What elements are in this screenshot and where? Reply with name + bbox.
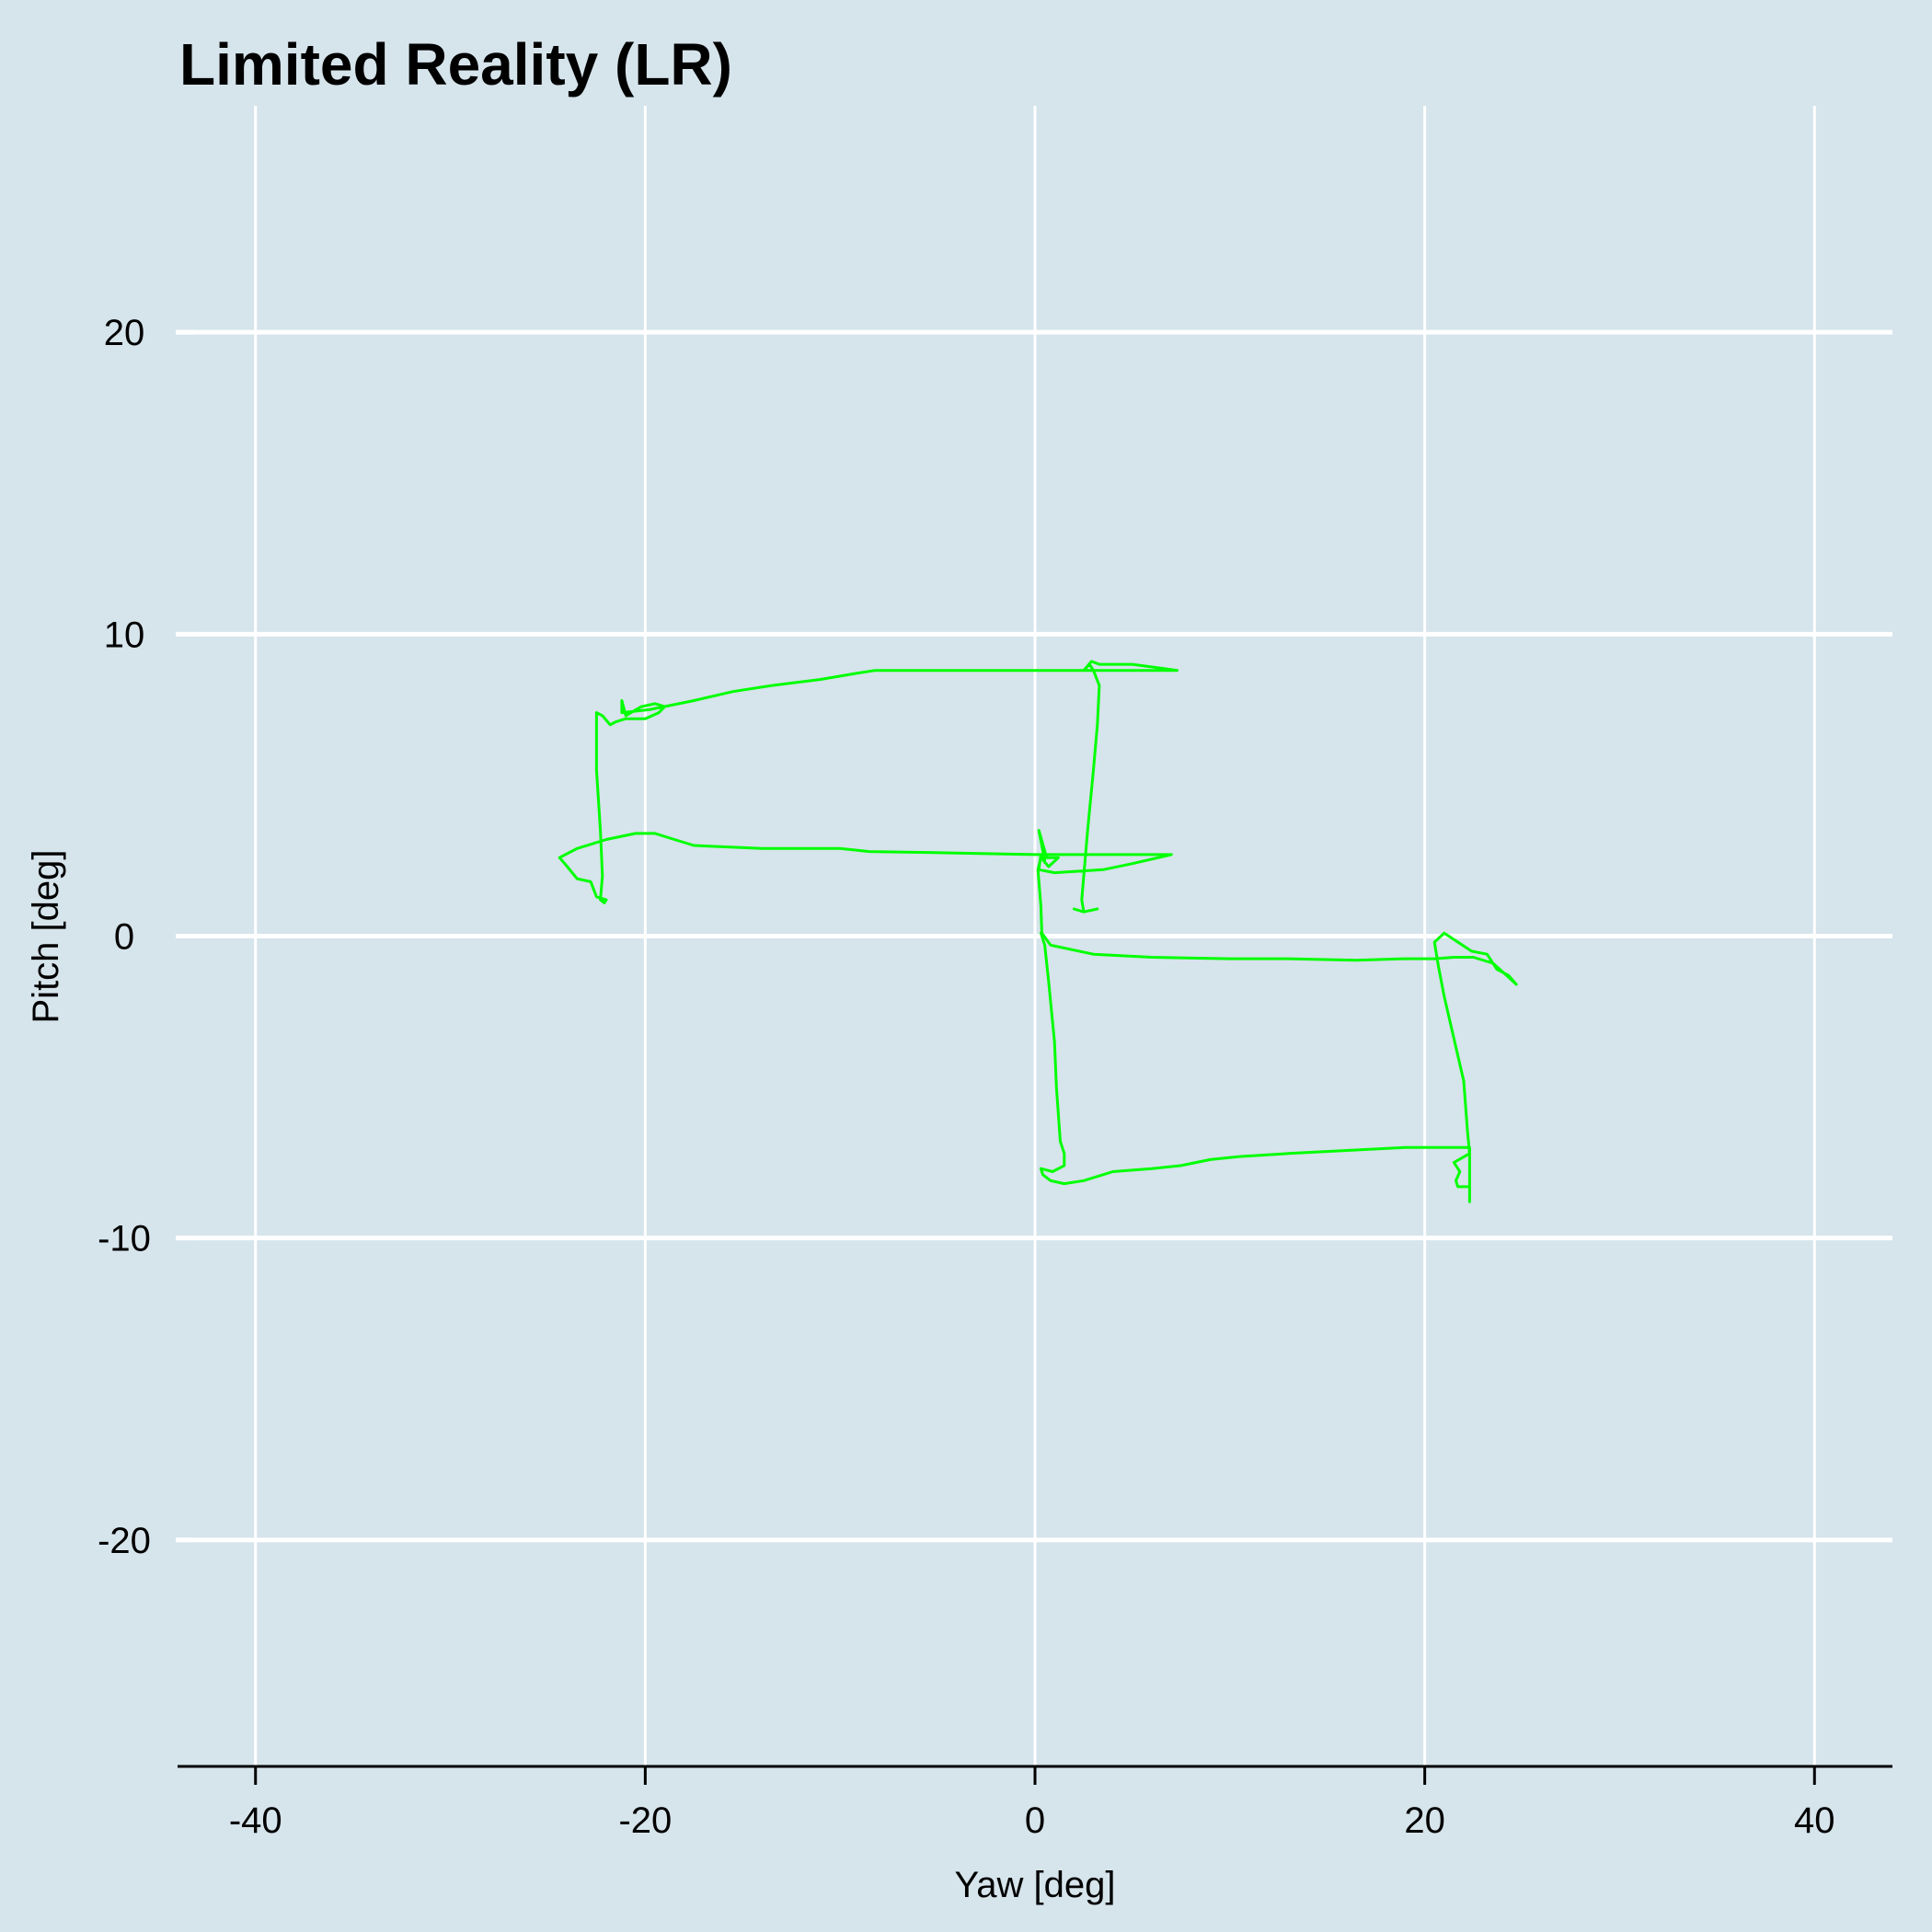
x-axis-label: Yaw [deg] [955, 1865, 1116, 1905]
grid-lines [178, 106, 1892, 1766]
x-tick-label: 40 [1794, 1800, 1835, 1841]
x-tick-label: 0 [1025, 1800, 1045, 1841]
y-axis-label: Pitch [deg] [26, 849, 66, 1023]
y-tick-label: 20 [104, 313, 145, 353]
axes: -40 -20 0 20 40 -20 -10 0 10 20 [98, 313, 1892, 1841]
series-layer [558, 660, 1518, 1203]
x-tick-label: -20 [618, 1800, 672, 1841]
chart-title: Limited Reality (LR) [179, 31, 732, 98]
y-tick-label: 0 [114, 917, 134, 958]
y-tick-label: -10 [98, 1219, 151, 1259]
series-line-1 [558, 660, 1518, 1203]
x-tick-label: 20 [1404, 1800, 1445, 1841]
x-tick-label: -40 [229, 1800, 282, 1841]
y-tick-label: -20 [98, 1521, 151, 1561]
y-tick-label: 10 [104, 615, 145, 655]
